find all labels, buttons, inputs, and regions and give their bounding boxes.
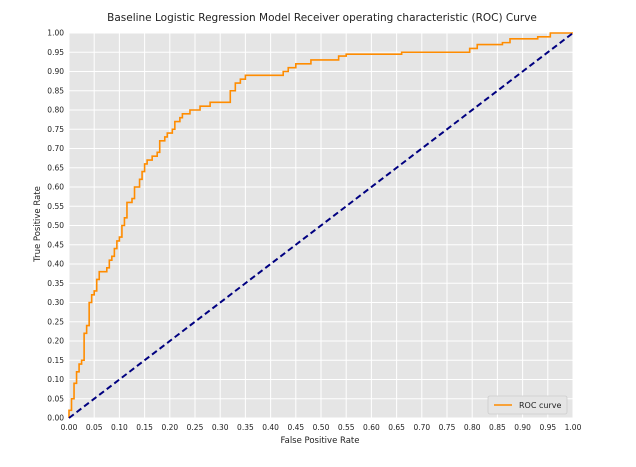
- x-tick-label: 0.55: [338, 423, 355, 432]
- y-tick-label: 0.00: [47, 414, 64, 423]
- x-tick-label: 0.10: [111, 423, 128, 432]
- y-tick-label: 0.35: [47, 279, 64, 288]
- chance-diagonal-line: [68, 32, 574, 419]
- y-tick-label: 0.10: [47, 375, 64, 384]
- y-tick-label: 0.65: [47, 163, 64, 172]
- x-tick-label: 0.75: [439, 423, 456, 432]
- x-tick-label: 0.20: [161, 423, 178, 432]
- x-tick-label: 1.00: [565, 423, 582, 432]
- x-axis-label: False Positive Rate: [281, 436, 360, 446]
- x-tick-label: 0.25: [187, 423, 204, 432]
- legend-label: ROC curve: [519, 401, 561, 410]
- y-tick-label: 0.40: [47, 260, 64, 269]
- x-tick-label: 0.50: [313, 423, 330, 432]
- y-tick-label: 0.85: [47, 86, 64, 95]
- x-tick-label: 0.45: [287, 423, 304, 432]
- y-tick-label: 0.15: [47, 356, 64, 365]
- roc-curve-line: [68, 32, 573, 418]
- y-tick-label: 0.80: [47, 106, 64, 115]
- x-tick-label: 0.80: [464, 423, 481, 432]
- x-tick-label: 0.95: [539, 423, 556, 432]
- y-tick-label: 0.70: [47, 144, 64, 153]
- y-tick-label: 0.50: [47, 221, 64, 230]
- x-tick-label: 0.05: [86, 423, 103, 432]
- x-tick-label: 0.70: [413, 423, 430, 432]
- y-tick-label: 0.95: [47, 48, 64, 57]
- x-tick-label: 0.30: [212, 423, 229, 432]
- chart-title: Baseline Logistic Regression Model Recei…: [107, 12, 537, 24]
- legend-box: [487, 395, 568, 415]
- y-tick-label: 0.75: [47, 125, 64, 134]
- x-tick-label: 0.35: [237, 423, 254, 432]
- y-tick-label: 0.45: [47, 240, 64, 249]
- x-tick-label: 0.60: [363, 423, 380, 432]
- y-tick-label: 0.90: [47, 67, 64, 76]
- x-tick-label: 0.65: [388, 423, 405, 432]
- y-axis-label: True Positive Rate: [33, 186, 43, 263]
- x-tick-label: 0.90: [514, 423, 531, 432]
- y-tick-label: 0.60: [47, 183, 64, 192]
- legend: ROC curve: [487, 395, 568, 415]
- x-tick-label: 0.00: [61, 423, 78, 432]
- grid: [68, 32, 574, 419]
- y-tick-label: 1.00: [47, 29, 64, 38]
- y-tick-label: 0.05: [47, 394, 64, 403]
- y-tick-label: 0.55: [47, 202, 64, 211]
- y-tick-label: 0.20: [47, 337, 64, 346]
- x-tick-label: 0.15: [136, 423, 153, 432]
- y-tick-label: 0.25: [47, 317, 64, 326]
- y-tick-label: 0.30: [47, 298, 64, 307]
- x-tick-label: 0.40: [262, 423, 279, 432]
- x-tick-label: 0.85: [489, 423, 506, 432]
